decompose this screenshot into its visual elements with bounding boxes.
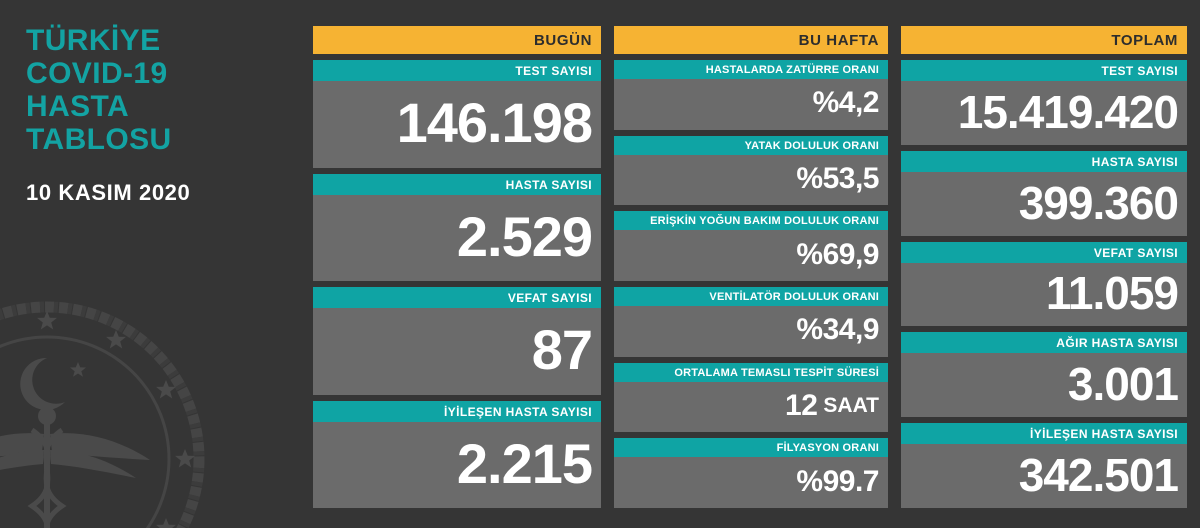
title-block: TÜRKİYE COVID-19 HASTA TABLOSU 10 KASIM …: [26, 24, 296, 206]
metric-card: İYİLEŞEN HASTA SAYISI 342.501: [901, 423, 1187, 508]
title-line-1: TÜRKİYE: [26, 24, 161, 57]
metric-label: YATAK DOLULUK ORANI: [614, 135, 888, 155]
metric-label: VENTİLATÖR DOLULUK ORANI: [614, 287, 888, 307]
metric-list-this-week: HASTALARDA ZATÜRRE ORANI %4,2 YATAK DOLU…: [614, 60, 888, 509]
column-header-total: TOPLAM: [901, 26, 1187, 54]
metric-card: HASTA SAYISI 399.360: [901, 150, 1187, 236]
metric-value: 399.360: [901, 171, 1187, 236]
metric-card: HASTALARDA ZATÜRRE ORANI %4,2: [614, 60, 888, 130]
metric-card: AĞIR HASTA SAYISI 3.001: [901, 332, 1187, 418]
metric-label: ORTALAMA TEMASLI TESPİT SÜRESİ: [614, 362, 888, 382]
metric-card: VEFAT SAYISI 11.059: [901, 241, 1187, 327]
metric-card: İYİLEŞEN HASTA SAYISI 2.215: [313, 400, 601, 508]
metric-label: TEST SAYISI: [901, 60, 1187, 81]
metric-label: VEFAT SAYISI: [313, 287, 601, 308]
metric-label: HASTA SAYISI: [901, 150, 1187, 172]
metric-card: VEFAT SAYISI 87: [313, 287, 601, 395]
metric-value: %34,9: [614, 306, 888, 357]
column-header-today: BUGÜN: [313, 26, 601, 54]
metric-card: YATAK DOLULUK ORANI %53,5: [614, 135, 888, 206]
metric-card: FİLYASYON ORANI %99.7: [614, 438, 888, 509]
column-total: TOPLAM TEST SAYISI 15.419.420 HASTA SAYI…: [901, 26, 1187, 508]
metric-card: TEST SAYISI 146.198: [313, 60, 601, 168]
metric-value: %4,2: [614, 79, 888, 130]
title-line-3: HASTA: [26, 90, 130, 123]
metric-label: HASTALARDA ZATÜRRE ORANI: [614, 60, 888, 79]
metric-label: İYİLEŞEN HASTA SAYISI: [313, 400, 601, 422]
metric-label: TEST SAYISI: [313, 60, 601, 81]
metric-card: TEST SAYISI 15.419.420: [901, 60, 1187, 145]
metric-value: 11.059: [901, 262, 1187, 327]
column-today: BUGÜN TEST SAYISI 146.198 HASTA SAYISI 2…: [313, 26, 601, 508]
metric-list-today: TEST SAYISI 146.198 HASTA SAYISI 2.529 V…: [313, 60, 601, 508]
metric-label: VEFAT SAYISI: [901, 241, 1187, 263]
ministry-of-health-emblem-icon: [0, 294, 212, 528]
metric-value: %69,9: [614, 230, 888, 282]
metric-value: 342.501: [901, 444, 1187, 508]
column-header-this-week: BU HAFTA: [614, 26, 888, 54]
title-line-4: TABLOSU: [26, 123, 172, 156]
report-date: 10 KASIM 2020: [26, 180, 191, 205]
metric-card: HASTA SAYISI 2.529: [313, 173, 601, 281]
metric-value: 2.529: [313, 194, 601, 281]
metric-label: AĞIR HASTA SAYISI: [901, 332, 1187, 354]
metric-value: %53,5: [614, 154, 888, 206]
metric-value: 12 SAAT: [614, 381, 888, 433]
metric-value: 3.001: [901, 353, 1187, 418]
metric-card: ORTALAMA TEMASLI TESPİT SÜRESİ 12 SAAT: [614, 362, 888, 433]
metric-value-unit: SAAT: [823, 393, 879, 417]
metric-list-total: TEST SAYISI 15.419.420 HASTA SAYISI 399.…: [901, 60, 1187, 508]
metric-value: 2.215: [313, 421, 601, 508]
page-title: TÜRKİYE COVID-19 HASTA TABLOSU: [26, 24, 296, 156]
metric-label: FİLYASYON ORANI: [614, 438, 888, 458]
metric-value: 146.198: [313, 81, 601, 168]
metric-label: HASTA SAYISI: [313, 173, 601, 195]
metric-value: 15.419.420: [901, 81, 1187, 145]
metric-value: 87: [313, 308, 601, 395]
metric-value-number: 12: [785, 389, 818, 423]
title-line-2: COVID-19: [26, 57, 168, 90]
metric-card: ERİŞKİN YOĞUN BAKIM DOLULUK ORANI %69,9: [614, 211, 888, 282]
stats-columns: BUGÜN TEST SAYISI 146.198 HASTA SAYISI 2…: [313, 26, 1187, 509]
column-this-week: BU HAFTA HASTALARDA ZATÜRRE ORANI %4,2 Y…: [614, 26, 888, 509]
metric-label: İYİLEŞEN HASTA SAYISI: [901, 423, 1187, 445]
metric-card: VENTİLATÖR DOLULUK ORANI %34,9: [614, 287, 888, 357]
metric-label: ERİŞKİN YOĞUN BAKIM DOLULUK ORANI: [614, 211, 888, 231]
metric-value: %99.7: [614, 457, 888, 509]
